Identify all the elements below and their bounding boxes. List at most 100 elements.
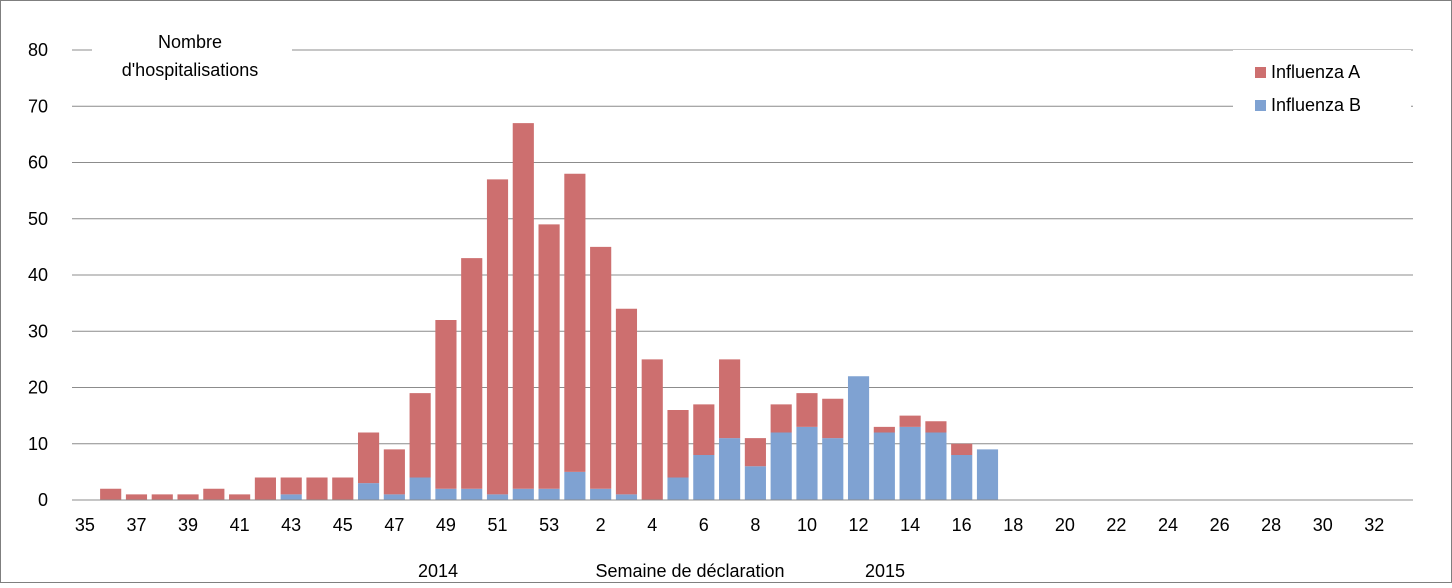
bar-influenza-a-45	[332, 477, 354, 500]
bar-influenza-b-13	[873, 432, 895, 500]
bar-influenza-a-52	[512, 123, 534, 489]
x-tick-label: 18	[1003, 515, 1023, 535]
bar-influenza-a-40	[203, 488, 225, 500]
bar-influenza-b-14	[899, 426, 921, 500]
bar-influenza-b-1	[564, 471, 586, 500]
bar-influenza-a-48	[409, 393, 431, 478]
bar-influenza-b-48	[409, 477, 431, 500]
bar-influenza-a-8	[744, 438, 766, 467]
bar-influenza-a-42	[254, 477, 276, 500]
x-tick-label: 37	[126, 515, 146, 535]
bar-influenza-a-10	[796, 393, 818, 427]
bar-influenza-a-2	[590, 246, 612, 489]
x-tick-label: 35	[75, 515, 95, 535]
bar-influenza-a-50	[461, 258, 483, 489]
bar-influenza-b-52	[512, 488, 534, 500]
y-tick-label: 70	[28, 96, 48, 116]
legend-label: Influenza A	[1271, 62, 1360, 82]
x-tick-label: 10	[797, 515, 817, 535]
x-tick-label: 41	[230, 515, 250, 535]
y-tick-label: 0	[38, 490, 48, 510]
y-axis-title-line-2: d'hospitalisations	[122, 60, 259, 80]
bar-influenza-b-2	[590, 488, 612, 500]
bar-influenza-b-16	[951, 455, 973, 500]
x-tick-label: 49	[436, 515, 456, 535]
x-tick-label: 43	[281, 515, 301, 535]
bar-influenza-b-6	[693, 455, 715, 500]
bar-influenza-b-50	[461, 488, 483, 500]
bar-influenza-a-1	[564, 173, 586, 472]
x-tick-label: 6	[699, 515, 709, 535]
x-tick-label: 4	[647, 515, 657, 535]
bar-influenza-b-9	[770, 432, 792, 500]
bar-influenza-a-43	[280, 477, 302, 495]
bar-influenza-a-46	[357, 432, 380, 484]
x-tick-label: 14	[900, 515, 920, 535]
bar-influenza-b-43	[280, 494, 302, 500]
y-tick-label: 30	[28, 321, 48, 341]
bar-influenza-b-10	[796, 426, 818, 500]
x-tick-label: 2	[596, 515, 606, 535]
y-tick-label: 60	[28, 153, 48, 173]
x-tick-label: 20	[1055, 515, 1075, 535]
bar-influenza-a-16	[951, 443, 973, 455]
x-tick-label: 47	[384, 515, 404, 535]
y-tick-label: 50	[28, 209, 48, 229]
y-axis-title-line-1: Nombre	[158, 32, 222, 52]
y-tick-label: 20	[28, 378, 48, 398]
y-axis-title-background	[92, 28, 292, 90]
x-tick-label: 30	[1313, 515, 1333, 535]
bar-influenza-b-49	[435, 488, 457, 500]
bar-influenza-a-7	[719, 359, 741, 439]
year-label-2014: 2014	[418, 561, 458, 581]
legend-label: Influenza B	[1271, 95, 1361, 115]
x-axis-title: Semaine de déclaration	[595, 561, 784, 581]
x-tick-label: 28	[1261, 515, 1281, 535]
bar-influenza-a-44	[306, 477, 328, 500]
bar-influenza-b-15	[925, 432, 947, 500]
bar-influenza-a-13	[873, 426, 895, 433]
bar-influenza-a-5	[667, 410, 689, 478]
legend-swatch	[1255, 67, 1266, 78]
x-tick-label: 24	[1158, 515, 1178, 535]
x-tick-label: 45	[333, 515, 353, 535]
x-tick-label: 8	[750, 515, 760, 535]
x-tick-label: 51	[487, 515, 507, 535]
bar-influenza-a-4	[641, 359, 663, 500]
bar-influenza-a-3	[615, 308, 638, 495]
bar-influenza-a-36	[100, 488, 122, 500]
x-tick-label: 39	[178, 515, 198, 535]
year-label-2015: 2015	[865, 561, 905, 581]
x-tick-label: 32	[1364, 515, 1384, 535]
bar-influenza-b-12	[847, 376, 870, 500]
y-tick-label: 40	[28, 265, 48, 285]
bar-influenza-a-14	[899, 415, 921, 427]
bar-influenza-a-39	[177, 494, 199, 500]
bar-influenza-a-37	[125, 494, 148, 500]
bar-influenza-a-6	[693, 404, 715, 455]
bar-influenza-a-47	[383, 449, 405, 495]
x-tick-label: 26	[1210, 515, 1230, 535]
bar-influenza-a-53	[538, 224, 560, 489]
x-tick-label: 16	[952, 515, 972, 535]
y-tick-label: 80	[28, 40, 48, 60]
bar-influenza-a-15	[925, 421, 947, 433]
bar-influenza-b-47	[383, 494, 405, 500]
x-tick-label: 22	[1106, 515, 1126, 535]
bar-influenza-a-49	[435, 320, 457, 489]
legend: Influenza A Influenza B	[1233, 50, 1411, 122]
legend-swatch	[1255, 100, 1266, 111]
bar-influenza-a-51	[486, 179, 509, 495]
bar-influenza-a-9	[770, 404, 792, 433]
bar-influenza-b-11	[822, 438, 844, 500]
y-tick-label: 10	[28, 434, 48, 454]
bar-influenza-b-5	[667, 477, 689, 500]
x-tick-label: 53	[539, 515, 559, 535]
bar-influenza-b-3	[615, 494, 638, 500]
bar-influenza-b-17	[976, 449, 999, 500]
bar-influenza-b-53	[538, 488, 560, 500]
bar-influenza-b-51	[486, 494, 509, 500]
bar-influenza-b-7	[719, 438, 741, 500]
